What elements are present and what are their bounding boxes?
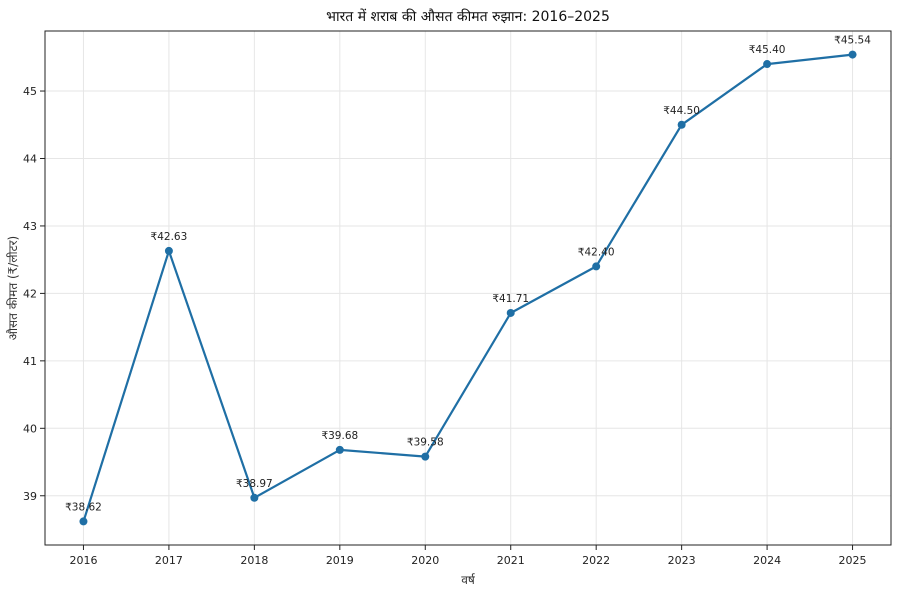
y-tick-label: 43 xyxy=(23,220,37,233)
x-axis-ticks: 2016 2017 2018 2019 2020 2021 2022 2023 2024 2025 xyxy=(69,545,867,567)
x-axis-label: वर्ष xyxy=(461,573,476,587)
grid xyxy=(45,31,891,545)
x-tick-label: 2024 xyxy=(753,554,781,567)
x-tick-label: 2020 xyxy=(411,554,439,567)
data-point xyxy=(592,262,601,271)
data-point xyxy=(250,493,259,502)
y-tick-label: 42 xyxy=(23,287,37,300)
data-point xyxy=(164,246,173,255)
data-label: ₹39.68 xyxy=(321,430,358,442)
data-point xyxy=(335,445,344,454)
chart-title: भारत में शराब की औसत कीमत रुझान: 2016–20… xyxy=(326,8,610,25)
y-tick-label: 41 xyxy=(23,355,37,368)
series-line xyxy=(82,53,853,522)
data-label: ₹38.97 xyxy=(236,478,273,490)
plot-frame xyxy=(44,30,892,546)
data-label: ₹45.54 xyxy=(834,35,871,47)
data-label: ₹45.40 xyxy=(749,44,786,56)
data-label: ₹44.50 xyxy=(663,105,700,117)
data-label: ₹42.40 xyxy=(578,246,615,258)
y-tick-label: 44 xyxy=(23,152,37,165)
x-tick-label: 2016 xyxy=(69,554,97,567)
y-tick-label: 45 xyxy=(23,85,37,98)
y-axis-label: औसत कीमत (₹/लीटर) xyxy=(6,236,20,340)
data-label: ₹38.62 xyxy=(65,501,102,513)
y-tick-label: 39 xyxy=(23,490,37,503)
data-labels: ₹38.62 ₹42.63 ₹38.97 ₹39.68 ₹39.58 ₹41.71 ₹42.… xyxy=(65,35,871,514)
series-line-layer xyxy=(82,53,853,522)
y-tick-label: 40 xyxy=(23,422,37,435)
x-tick-label: 2017 xyxy=(155,554,183,567)
data-label: ₹42.63 xyxy=(151,231,188,243)
x-tick-label: 2019 xyxy=(326,554,354,567)
data-point xyxy=(848,50,857,59)
data-point xyxy=(79,517,88,526)
x-tick-label: 2018 xyxy=(240,554,268,567)
data-label: ₹41.71 xyxy=(492,293,529,305)
data-point xyxy=(421,452,430,461)
data-point xyxy=(763,60,772,69)
x-tick-label: 2025 xyxy=(839,554,867,567)
x-tick-label: 2021 xyxy=(497,554,525,567)
data-points xyxy=(79,50,857,526)
y-axis-ticks: 39 40 41 42 43 44 45 xyxy=(23,85,45,503)
x-tick-label: 2023 xyxy=(668,554,696,567)
data-label: ₹39.58 xyxy=(407,437,444,449)
x-tick-label: 2022 xyxy=(582,554,610,567)
data-point xyxy=(677,120,686,129)
data-point xyxy=(506,308,515,317)
